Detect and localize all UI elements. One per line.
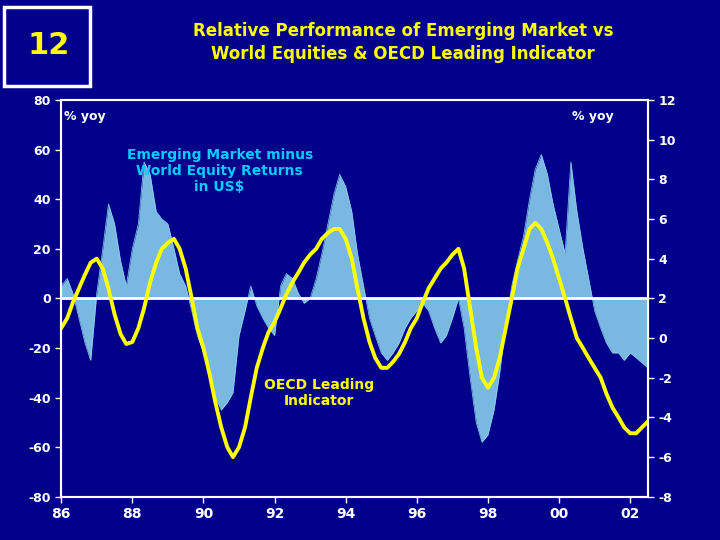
Text: Emerging Market minus
World Equity Returns
in US$: Emerging Market minus World Equity Retur… xyxy=(127,147,312,194)
Text: Relative Performance of Emerging Market vs
World Equities & OECD Leading Indicat: Relative Performance of Emerging Market … xyxy=(193,23,613,63)
Text: OECD Leading
Indicator: OECD Leading Indicator xyxy=(264,378,374,408)
FancyBboxPatch shape xyxy=(4,6,90,86)
Text: % yoy: % yoy xyxy=(64,110,106,123)
Text: % yoy: % yoy xyxy=(572,110,613,123)
Text: 12: 12 xyxy=(27,31,69,60)
